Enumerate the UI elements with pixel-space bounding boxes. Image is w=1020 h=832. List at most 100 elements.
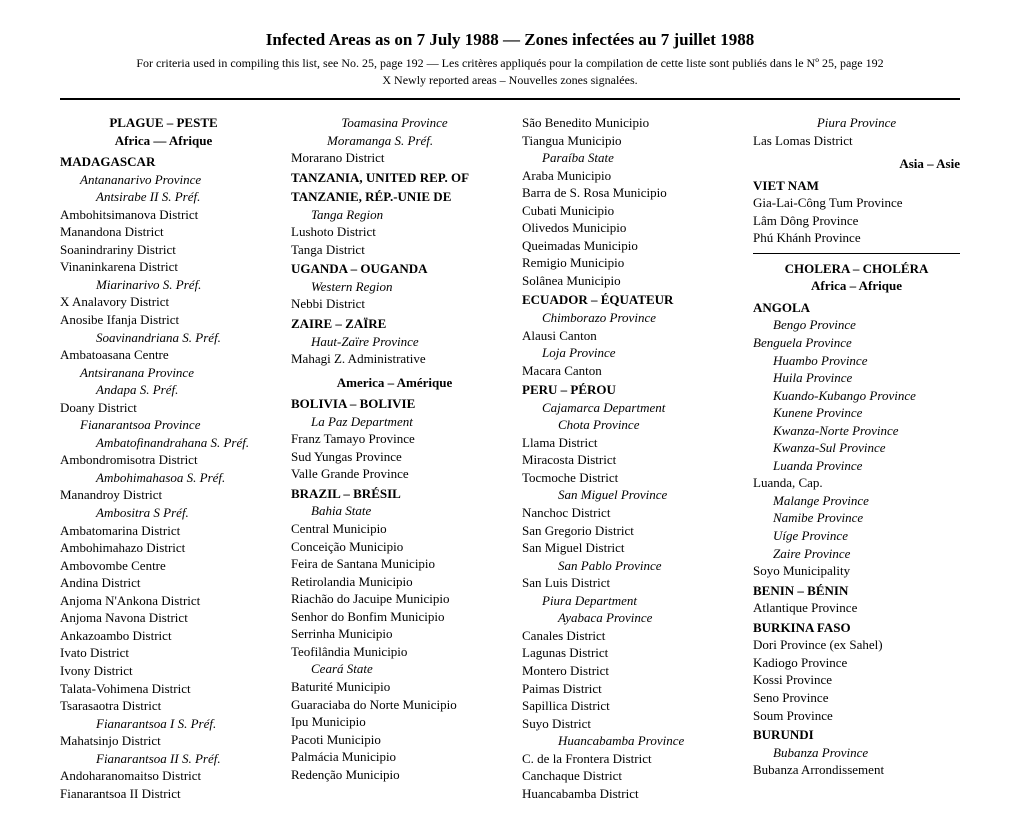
- district: Sud Yungas Province: [291, 448, 498, 466]
- district: Palmácia Municipio: [291, 748, 498, 766]
- district: San Gregorio District: [522, 522, 729, 540]
- district: Canchaque District: [522, 767, 729, 785]
- region: Tanga Region: [291, 206, 498, 224]
- district: Luanda, Cap.: [753, 474, 960, 492]
- district: Soum Province: [753, 707, 960, 725]
- district: Baturité Municipio: [291, 678, 498, 696]
- district: Macara Canton: [522, 362, 729, 380]
- country-angola: ANGOLA: [753, 299, 960, 317]
- district: Doany District: [60, 399, 267, 417]
- district: Talata-Vohimena District: [60, 680, 267, 698]
- country-bolivia: BOLIVIA – BOLIVIE: [291, 395, 498, 413]
- subpref: Ambohimahasoa S. Préf.: [60, 469, 267, 487]
- district: Redenção Municipio: [291, 766, 498, 784]
- district: Nanchoc District: [522, 504, 729, 522]
- province: Malange Province: [753, 492, 960, 510]
- province: Chimborazo Province: [522, 309, 729, 327]
- column-4: Piura Province Las Lomas District Asia –…: [753, 114, 960, 802]
- district: Central Municipio: [291, 520, 498, 538]
- district: Anjoma N'Ankona District: [60, 592, 267, 610]
- country-burkina-faso: BURKINA FASO: [753, 619, 960, 637]
- district: Teofilândia Municipio: [291, 643, 498, 661]
- district: Valle Grande Province: [291, 465, 498, 483]
- district: Canales District: [522, 627, 729, 645]
- district: Ambovombe Centre: [60, 557, 267, 575]
- column-2: Toamasina Province Moramanga S. Préf. Mo…: [291, 114, 498, 802]
- district: Ambohimahazo District: [60, 539, 267, 557]
- district: Mahagi Z. Administrative: [291, 350, 498, 368]
- province: Bengo Province: [753, 316, 960, 334]
- province: Kunene Province: [753, 404, 960, 422]
- district: Guaraciaba do Norte Municipio: [291, 696, 498, 714]
- country-vietnam: VIET NAM: [753, 177, 960, 195]
- continent-africa-2: Africa – Afrique: [753, 277, 960, 295]
- state: Paraíba State: [522, 149, 729, 167]
- province: Toamasina Province: [291, 114, 498, 132]
- country-uganda: UGANDA – OUGANDA: [291, 260, 498, 278]
- district: Andina District: [60, 574, 267, 592]
- district: Lagunas District: [522, 644, 729, 662]
- x-mark-icon: X: [60, 293, 72, 311]
- district: Queimadas Municipio: [522, 237, 729, 255]
- subpref: Antsirabe II S. Préf.: [60, 188, 267, 206]
- district: Nebbi District: [291, 295, 498, 313]
- province: Antsiranana Province: [60, 364, 267, 382]
- country-benin: BENIN – BÉNIN: [753, 582, 960, 600]
- page-title: Infected Areas as on 7 July 1988 — Zones…: [60, 30, 960, 50]
- content-columns: PLAGUE – PESTE Africa — Afrique MADAGASC…: [60, 114, 960, 802]
- district: Tiangua Municipio: [522, 132, 729, 150]
- province: Fianarantsoa Province: [60, 416, 267, 434]
- province: Luanda Province: [753, 457, 960, 475]
- district: Gia-Lai-Công Tum Province: [753, 194, 960, 212]
- province: Uíge Province: [753, 527, 960, 545]
- district: Serrinha Municipio: [291, 625, 498, 643]
- district: Senhor do Bonfim Municipio: [291, 608, 498, 626]
- section-rule: [753, 253, 960, 254]
- district: Ambatomarina District: [60, 522, 267, 540]
- district: C. de la Frontera District: [522, 750, 729, 768]
- province-nested: Huancabamba Province: [522, 732, 729, 750]
- district: Araba Municipio: [522, 167, 729, 185]
- column-3: São Benedito Municipio Tiangua Municipio…: [522, 114, 729, 802]
- disease-plague: PLAGUE – PESTE: [60, 114, 267, 132]
- state: Bahia State: [291, 502, 498, 520]
- district: Solânea Municipio: [522, 272, 729, 290]
- district: Tsarasaotra District: [60, 697, 267, 715]
- region: Western Region: [291, 278, 498, 296]
- district: Mahatsinjo District: [60, 732, 267, 750]
- district: Anjoma Navona District: [60, 609, 267, 627]
- district: Anosibe Ifanja District: [60, 311, 267, 329]
- country-burundi: BURUNDI: [753, 726, 960, 744]
- province: Kwanza-Norte Province: [753, 422, 960, 440]
- district: Tanga District: [291, 241, 498, 259]
- subpref: Soavinandriana S. Préf.: [60, 329, 267, 347]
- disease-cholera: CHOLERA – CHOLÉRA: [753, 260, 960, 278]
- newly-reported-note: X Newly reported areas – Nouvelles zones…: [60, 73, 960, 88]
- district: Seno Province: [753, 689, 960, 707]
- district: Paimas District: [522, 680, 729, 698]
- province-nested: San Miguel Province: [522, 486, 729, 504]
- district: Riachão do Jacuipe Municipio: [291, 590, 498, 608]
- district: Miracosta District: [522, 451, 729, 469]
- district: Feira de Santana Municipio: [291, 555, 498, 573]
- district: Ivony District: [60, 662, 267, 680]
- province-nested: San Pablo Province: [522, 557, 729, 575]
- country-brazil: BRAZIL – BRÉSIL: [291, 485, 498, 503]
- district: Barra de S. Rosa Municipio: [522, 184, 729, 202]
- district: Lushoto District: [291, 223, 498, 241]
- country-madagascar: MADAGASCAR: [60, 153, 267, 171]
- district: Remigio Municipio: [522, 254, 729, 272]
- district: Las Lomas District: [753, 132, 960, 150]
- district-new: XAnalavory District: [60, 293, 267, 311]
- continent-africa: Africa — Afrique: [60, 132, 267, 150]
- district-text: Analavory District: [72, 294, 169, 309]
- province: Huila Province: [753, 369, 960, 387]
- province: Huambo Province: [753, 352, 960, 370]
- district: Suyo District: [522, 715, 729, 733]
- district: Kossi Province: [753, 671, 960, 689]
- district: Ambatoasana Centre: [60, 346, 267, 364]
- continent-america: America – Amérique: [291, 374, 498, 392]
- district: Vinaninkarena District: [60, 258, 267, 276]
- province: Benguela Province: [753, 334, 960, 352]
- state: Ceará State: [291, 660, 498, 678]
